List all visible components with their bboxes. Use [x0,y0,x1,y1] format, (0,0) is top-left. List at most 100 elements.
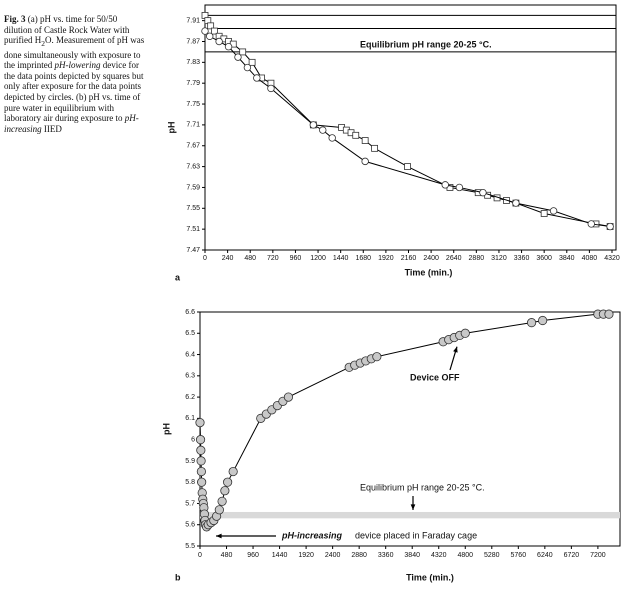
y-tick-label: 7.71 [186,122,200,129]
x-tick-label: 4080 [582,255,598,262]
x-tick-label: 3840 [404,552,420,559]
y-tick-label: 7.91 [186,17,200,24]
annotation: Device OFF [410,372,460,382]
marker-circle [328,134,336,142]
marker-circle [206,32,214,40]
x-tick-label: 960 [290,255,302,262]
annotation: Equilibrium pH range 20-25 °C. [360,482,485,492]
marker-square [540,210,548,217]
y-tick-label: 7.47 [186,247,200,254]
y-tick-label: 6.5 [185,330,195,337]
marker-circle [549,207,558,215]
y-tick-label: 5.8 [185,479,195,486]
annotation: Equilibrium pH range 20-25 °C. [360,39,492,49]
marker-square [239,48,247,56]
caption-italic: pH-increasing [4,113,139,134]
x-tick-label: 2400 [423,255,439,262]
plot-frame [204,4,617,251]
marker-circle [243,63,252,72]
x-tick-label: 4800 [457,552,473,559]
x-tick-label: 3840 [559,255,575,262]
annotation: device placed in Faraday cage [355,530,477,540]
y-tick-label: 7.51 [186,226,200,233]
marker-square [371,144,378,152]
marker-circle [526,318,537,328]
x-tick-label: 1200 [310,255,326,262]
marker-circle [604,309,614,319]
x-tick-label: 7200 [590,552,606,559]
marker-circle [224,43,233,51]
marker-circle [283,392,294,402]
y-tick-label: 5.9 [185,458,195,465]
x-axis-label: Time (min.) [406,572,454,582]
caption: Fig. 3 (a) pH vs. time for 50/50 dilutio… [4,14,146,134]
x-tick-label: 2880 [469,255,485,262]
x-tick-label: 720 [267,255,279,262]
panel-label: b [175,572,181,582]
y-tick-label: 6 [191,436,195,443]
marker-circle [372,352,382,362]
y-tick-label: 6.2 [185,394,195,401]
x-tick-label: 1920 [378,255,394,262]
y-tick-label: 5.7 [185,500,195,507]
caption-text: device for the data points depicted by s… [4,60,144,124]
marker-circle [512,199,520,207]
x-tick-label: 0 [203,255,207,262]
marker-square [248,58,256,66]
x-tick-label: 5760 [511,552,527,559]
caption-text: IIED [41,123,62,134]
y-tick-label: 5.5 [185,543,195,550]
y-tick-label: 6.6 [185,309,195,316]
plot-frame [199,311,621,547]
y-tick-label: 5.6 [185,522,195,529]
y-tick-label: 7.67 [186,143,200,150]
marker-circle [267,84,275,93]
x-tick-label: 2160 [401,255,417,262]
x-tick-label: 2400 [325,552,341,559]
x-tick-label: 480 [221,552,233,559]
annotation: pH-increasing [281,530,343,540]
marker-square [207,22,215,30]
caption-label: Fig. 3 [4,14,26,24]
y-tick-label: 7.55 [186,205,200,212]
marker-circle [587,220,595,228]
x-tick-label: 3360 [378,552,394,559]
marker-circle [195,418,205,428]
caption-italic: pH-lowering [54,60,101,71]
marker-square [404,163,411,170]
panel-label: a [175,272,181,282]
marker-circle [234,53,242,61]
x-tick-label: 6240 [537,552,553,559]
y-tick-label: 7.87 [186,38,200,45]
marker-circle [196,456,206,466]
x-tick-label: 480 [244,255,256,262]
marker-circle [538,315,548,326]
arrow-head [216,533,222,539]
marker-circle [606,222,614,231]
caption-sub: 2 [41,38,45,48]
x-tick-label: 1440 [272,552,288,559]
x-tick-label: 6720 [564,552,580,559]
marker-circle [479,188,487,197]
marker-circle [228,466,238,477]
x-tick-label: 2880 [351,552,367,559]
marker-circle [215,37,223,46]
x-tick-label: 0 [198,552,202,559]
y-tick-label: 7.79 [186,80,200,87]
arrow-head [453,346,458,353]
y-tick-label: 6.4 [185,351,195,358]
x-tick-label: 1680 [355,255,371,262]
y-tick-label: 7.75 [186,101,200,108]
x-axis-label: Time (min.) [405,267,453,277]
x-tick-label: 960 [247,552,259,559]
x-tick-label: 1440 [333,255,349,262]
marker-circle [223,477,233,487]
marker-circle [217,496,227,506]
y-axis-label: pH [161,423,171,435]
x-tick-label: 3360 [514,255,530,262]
marker-circle [309,121,318,129]
y-tick-label: 7.59 [186,184,200,191]
x-tick-label: 240 [222,255,234,262]
x-tick-label: 2640 [446,255,462,262]
